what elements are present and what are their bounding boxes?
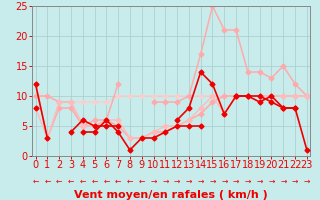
- Text: ←: ←: [115, 177, 121, 186]
- Text: ←: ←: [127, 177, 133, 186]
- Text: ←: ←: [139, 177, 145, 186]
- Text: →: →: [150, 177, 157, 186]
- Text: ←: ←: [32, 177, 39, 186]
- Text: ←: ←: [80, 177, 86, 186]
- Text: ←: ←: [56, 177, 62, 186]
- Text: →: →: [304, 177, 310, 186]
- Text: →: →: [197, 177, 204, 186]
- Text: →: →: [245, 177, 251, 186]
- Text: →: →: [257, 177, 263, 186]
- Text: →: →: [233, 177, 239, 186]
- Text: →: →: [280, 177, 286, 186]
- Text: →: →: [186, 177, 192, 186]
- Text: ←: ←: [103, 177, 109, 186]
- Text: →: →: [268, 177, 275, 186]
- Text: ←: ←: [68, 177, 74, 186]
- Text: →: →: [162, 177, 169, 186]
- Text: →: →: [221, 177, 228, 186]
- Text: →: →: [209, 177, 216, 186]
- Text: ←: ←: [91, 177, 98, 186]
- Text: →: →: [292, 177, 298, 186]
- Text: ←: ←: [44, 177, 51, 186]
- Text: →: →: [174, 177, 180, 186]
- X-axis label: Vent moyen/en rafales ( km/h ): Vent moyen/en rafales ( km/h ): [74, 190, 268, 200]
